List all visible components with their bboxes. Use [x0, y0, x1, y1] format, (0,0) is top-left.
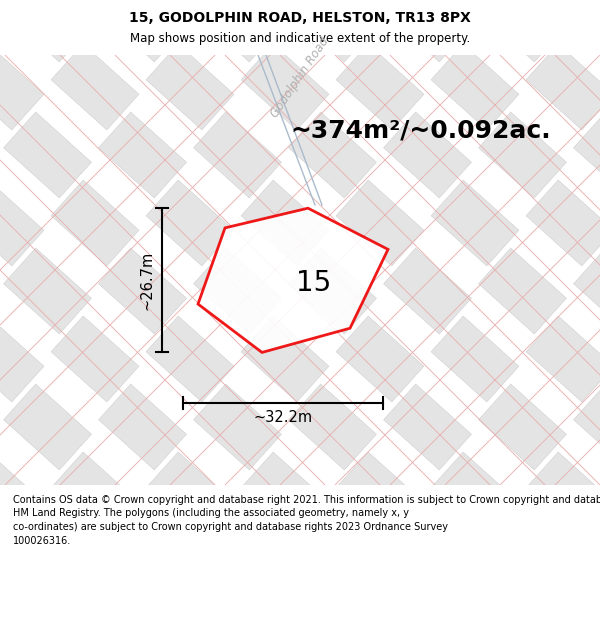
Polygon shape [383, 0, 472, 62]
Polygon shape [574, 0, 600, 62]
Polygon shape [479, 112, 566, 198]
Polygon shape [289, 112, 376, 198]
Polygon shape [194, 248, 281, 334]
Polygon shape [4, 248, 91, 334]
Polygon shape [51, 180, 139, 266]
Polygon shape [51, 588, 139, 625]
Polygon shape [336, 316, 424, 402]
Polygon shape [383, 112, 472, 198]
Polygon shape [289, 0, 376, 62]
Polygon shape [431, 588, 519, 625]
Polygon shape [526, 588, 600, 625]
Polygon shape [4, 384, 91, 470]
Polygon shape [146, 44, 234, 130]
Polygon shape [526, 452, 600, 538]
Polygon shape [51, 316, 139, 402]
Polygon shape [194, 520, 281, 606]
Polygon shape [241, 316, 329, 402]
Polygon shape [574, 520, 600, 606]
Text: 15, GODOLPHIN ROAD, HELSTON, TR13 8PX: 15, GODOLPHIN ROAD, HELSTON, TR13 8PX [129, 11, 471, 25]
Polygon shape [98, 0, 187, 62]
Text: ~26.7m: ~26.7m [139, 251, 155, 310]
Polygon shape [0, 452, 44, 538]
Polygon shape [241, 588, 329, 625]
Polygon shape [289, 248, 376, 334]
Polygon shape [431, 180, 519, 266]
Polygon shape [574, 248, 600, 334]
Text: Contains OS data © Crown copyright and database right 2021. This information is : Contains OS data © Crown copyright and d… [13, 495, 600, 546]
Polygon shape [336, 452, 424, 538]
Polygon shape [0, 44, 44, 130]
Polygon shape [336, 180, 424, 266]
Polygon shape [383, 248, 472, 334]
Polygon shape [241, 180, 329, 266]
Polygon shape [241, 452, 329, 538]
Polygon shape [479, 384, 566, 470]
Polygon shape [51, 44, 139, 130]
Polygon shape [479, 0, 566, 62]
Polygon shape [383, 384, 472, 470]
Polygon shape [0, 588, 44, 625]
Polygon shape [0, 180, 44, 266]
Polygon shape [4, 520, 91, 606]
Polygon shape [479, 520, 566, 606]
Polygon shape [336, 44, 424, 130]
Polygon shape [98, 520, 187, 606]
Polygon shape [146, 588, 234, 625]
Polygon shape [4, 112, 91, 198]
Text: Map shows position and indicative extent of the property.: Map shows position and indicative extent… [130, 32, 470, 45]
Polygon shape [431, 452, 519, 538]
Polygon shape [241, 44, 329, 130]
Polygon shape [431, 316, 519, 402]
Text: 15: 15 [296, 269, 331, 298]
Polygon shape [146, 452, 234, 538]
Polygon shape [336, 588, 424, 625]
Polygon shape [526, 44, 600, 130]
Polygon shape [98, 112, 187, 198]
Polygon shape [431, 44, 519, 130]
Polygon shape [146, 180, 234, 266]
Polygon shape [98, 248, 187, 334]
Polygon shape [0, 316, 44, 402]
Polygon shape [526, 316, 600, 402]
Polygon shape [574, 384, 600, 470]
Polygon shape [198, 208, 388, 352]
Polygon shape [194, 0, 281, 62]
Polygon shape [383, 520, 472, 606]
Polygon shape [289, 384, 376, 470]
Text: Godolphin Road: Godolphin Road [268, 34, 332, 119]
Polygon shape [51, 452, 139, 538]
Polygon shape [194, 384, 281, 470]
Polygon shape [574, 112, 600, 198]
Polygon shape [146, 316, 234, 402]
Polygon shape [4, 0, 91, 62]
Text: ~374m²/~0.092ac.: ~374m²/~0.092ac. [290, 118, 551, 142]
Text: ~32.2m: ~32.2m [253, 409, 313, 424]
Polygon shape [194, 112, 281, 198]
Polygon shape [289, 520, 376, 606]
Polygon shape [479, 248, 566, 334]
Polygon shape [98, 384, 187, 470]
Polygon shape [526, 180, 600, 266]
